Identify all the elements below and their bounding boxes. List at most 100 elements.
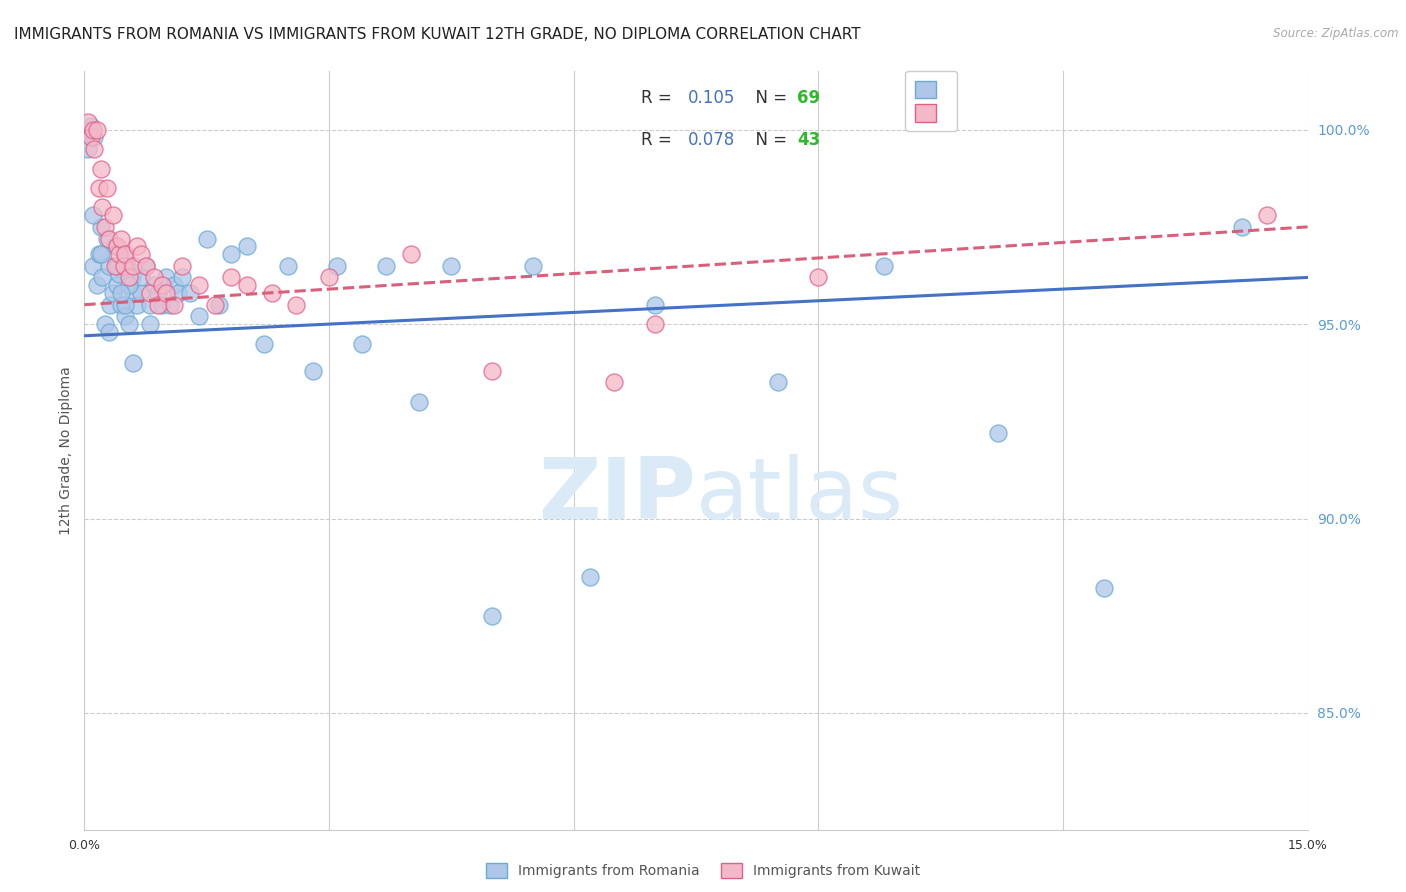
Point <box>93 219 115 234</box>
Point <box>121 270 143 285</box>
Point <box>172 270 194 285</box>
Point <box>104 259 127 273</box>
Point <box>187 310 209 324</box>
Point <box>163 298 186 312</box>
Point <box>115 259 138 273</box>
Point <box>91 201 114 215</box>
Text: 69: 69 <box>797 89 821 107</box>
Point <box>90 161 112 176</box>
Point <box>96 181 118 195</box>
Point <box>277 259 299 273</box>
Point <box>253 336 276 351</box>
Point <box>155 285 177 300</box>
Point <box>766 376 789 390</box>
Point <box>101 208 124 222</box>
Point <box>80 119 103 133</box>
Point <box>97 259 120 273</box>
Point <box>522 259 544 273</box>
Point <box>135 259 157 273</box>
Point <box>187 278 209 293</box>
Point <box>807 270 830 285</box>
Point <box>93 317 115 331</box>
Point <box>236 239 259 253</box>
Point <box>138 285 160 300</box>
Point <box>114 310 136 324</box>
Point <box>326 259 349 273</box>
Text: N =: N = <box>745 130 792 149</box>
Point <box>195 231 218 245</box>
Point <box>1232 219 1254 234</box>
Point <box>408 395 430 409</box>
Text: R =: R = <box>641 130 676 149</box>
Point <box>82 122 104 136</box>
Point <box>150 298 173 312</box>
Point <box>96 231 118 245</box>
Point <box>179 285 201 300</box>
Point <box>112 259 135 273</box>
Point <box>481 608 503 623</box>
Point <box>112 247 135 261</box>
Point <box>350 336 373 351</box>
Text: 0.105: 0.105 <box>688 89 735 107</box>
Text: 0.078: 0.078 <box>688 130 735 149</box>
Point <box>375 259 398 273</box>
Point <box>110 231 132 245</box>
Text: Source: ZipAtlas.com: Source: ZipAtlas.com <box>1274 27 1399 40</box>
Point <box>155 270 177 285</box>
Point <box>87 181 110 195</box>
Point <box>101 285 124 300</box>
Point <box>219 270 242 285</box>
Point <box>260 285 283 300</box>
Point <box>114 298 136 312</box>
Point <box>105 259 128 273</box>
Point <box>872 259 894 273</box>
Point <box>107 247 129 261</box>
Text: ZIP: ZIP <box>538 454 696 538</box>
Point <box>138 317 160 331</box>
Point <box>82 208 104 222</box>
Point <box>122 285 145 300</box>
Text: atlas: atlas <box>696 454 904 538</box>
Point <box>83 142 105 156</box>
Point <box>107 267 129 281</box>
Point <box>86 278 108 293</box>
Point <box>131 247 153 261</box>
Point <box>440 259 463 273</box>
Point <box>90 219 112 234</box>
Point <box>77 122 100 136</box>
Point <box>146 298 169 312</box>
Point <box>114 247 136 261</box>
Point <box>644 298 666 312</box>
Point <box>163 278 186 293</box>
Point <box>159 298 181 312</box>
Text: N =: N = <box>745 89 792 107</box>
Point <box>131 270 153 285</box>
Point <box>1092 582 1115 596</box>
Point <box>105 239 128 253</box>
Point <box>318 270 340 285</box>
Legend: , : , <box>905 71 957 131</box>
Point <box>77 115 100 129</box>
Point <box>110 285 132 300</box>
Text: R =: R = <box>641 89 676 107</box>
Point <box>87 247 110 261</box>
Point <box>118 270 141 285</box>
Point <box>127 239 149 253</box>
Point <box>135 259 157 273</box>
Point <box>208 298 231 312</box>
Point <box>90 247 112 261</box>
Point <box>83 130 105 145</box>
Legend: Immigrants from Romania, Immigrants from Kuwait: Immigrants from Romania, Immigrants from… <box>479 856 927 885</box>
Point <box>104 239 127 253</box>
Point <box>142 278 165 293</box>
Point <box>146 285 169 300</box>
Point <box>82 259 104 273</box>
Point <box>122 259 145 273</box>
Point <box>131 285 153 300</box>
Point <box>987 425 1010 440</box>
Point <box>167 285 190 300</box>
Point <box>204 298 226 312</box>
Point <box>301 364 323 378</box>
Point <box>118 317 141 331</box>
Point <box>97 325 120 339</box>
